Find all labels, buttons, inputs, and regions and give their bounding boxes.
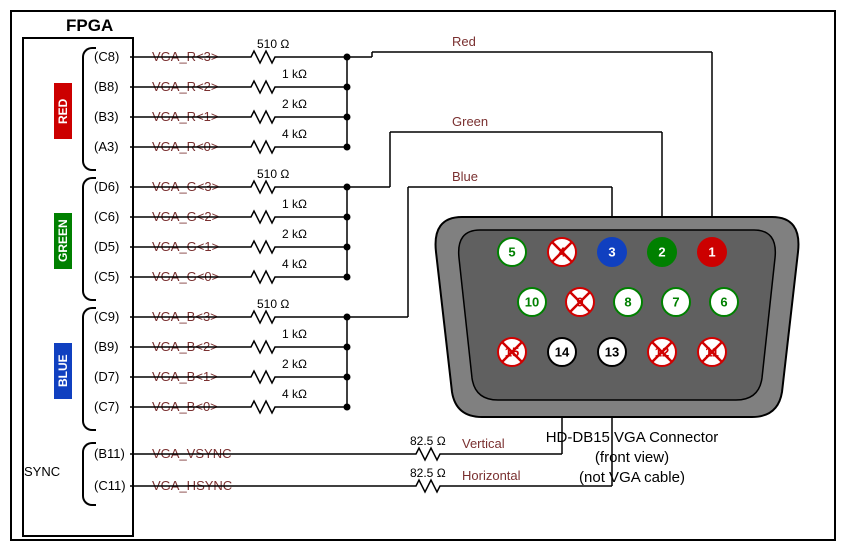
svg-text:7: 7 (672, 294, 679, 309)
svg-text:12: 12 (655, 344, 669, 359)
svg-text:2: 2 (658, 244, 665, 259)
svg-text:14: 14 (555, 344, 570, 359)
diagram-frame: FPGA REDGREENBLUE (C8)VGA_R<3>510 Ω(B8)V… (10, 10, 836, 541)
svg-text:HD-DB15 VGA Connector: HD-DB15 VGA Connector (546, 429, 719, 446)
svg-text:6: 6 (720, 294, 727, 309)
svg-text:(not VGA cable): (not VGA cable) (579, 469, 685, 486)
svg-text:(front view): (front view) (595, 449, 669, 466)
svg-text:10: 10 (525, 294, 539, 309)
svg-text:1: 1 (708, 244, 715, 259)
svg-text:15: 15 (505, 344, 519, 359)
svg-text:8: 8 (624, 294, 631, 309)
svg-text:13: 13 (605, 344, 619, 359)
svg-text:4: 4 (558, 244, 566, 259)
svg-text:9: 9 (576, 294, 583, 309)
svg-text:11: 11 (705, 344, 719, 359)
svg-text:5: 5 (508, 244, 515, 259)
schematic-svg: 5 4 3 2 1 10 9 8 7 6 15 14 13 12 11 HD-DB15 VGA Connect… (12, 12, 838, 543)
svg-text:3: 3 (608, 244, 615, 259)
